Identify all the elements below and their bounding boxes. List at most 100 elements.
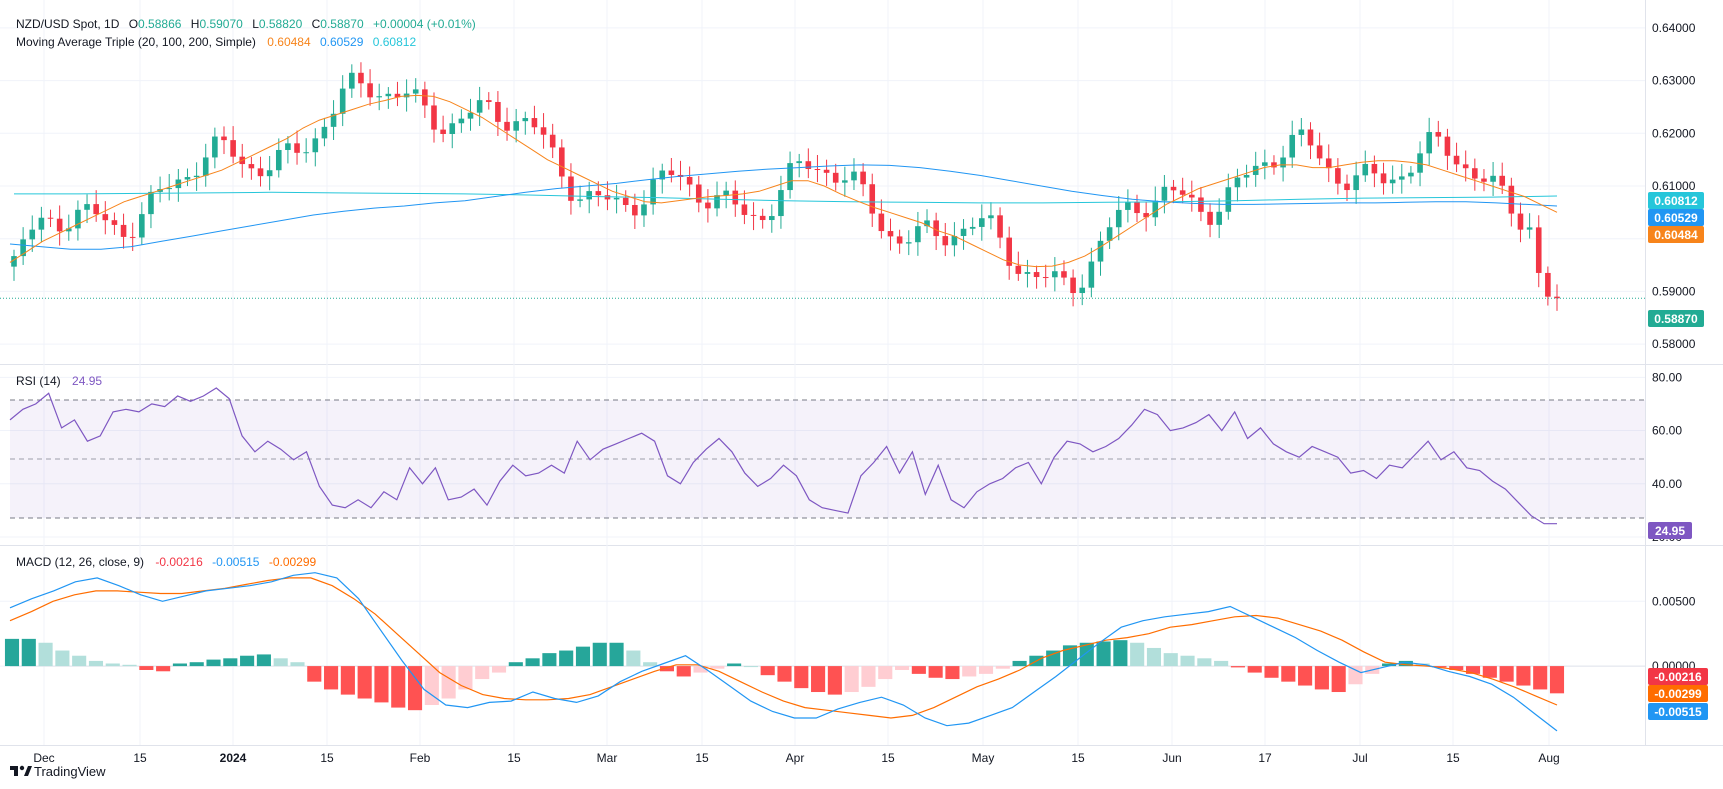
macd-histogram-bar (407, 666, 423, 711)
candle (1554, 284, 1560, 311)
candle (686, 166, 693, 197)
candle-body (1408, 172, 1414, 177)
candle-body (312, 138, 319, 153)
macd-badges: -0.00216 -0.00299 -0.00515 (1648, 668, 1708, 720)
macd-histogram-bar (1096, 641, 1111, 667)
candle (549, 123, 556, 159)
candle-body (1526, 227, 1533, 230)
candle-body (1481, 178, 1487, 182)
macd-histogram-bar (962, 666, 977, 677)
change-value: +0.00004 (+0.01%) (373, 17, 476, 31)
candle-body (723, 190, 729, 196)
price-pane[interactable] (0, 62, 1645, 311)
candle (75, 200, 81, 241)
macd-histogram-bar (1113, 640, 1128, 667)
candle (641, 190, 647, 227)
pane-separators (0, 0, 1723, 746)
candle (1490, 161, 1496, 196)
candle-body (732, 190, 739, 205)
macd-histogram-bar (626, 650, 641, 667)
candle-body (942, 236, 949, 246)
candle (38, 206, 45, 243)
x-tick-label: 15 (1446, 751, 1460, 765)
candle (1170, 179, 1177, 204)
candle (394, 81, 401, 107)
macd-badge-text: -0.00515 (1654, 705, 1702, 719)
candle-body (202, 157, 209, 176)
macd-histogram-bar (139, 666, 154, 670)
macd-histogram-bar (1046, 650, 1061, 667)
candle (458, 109, 465, 133)
candle (1444, 128, 1451, 170)
tradingview-logo[interactable]: TradingView (10, 764, 106, 779)
candle-body (1371, 163, 1378, 174)
candle (1435, 120, 1442, 147)
ma20-value: 0.60484 (267, 35, 311, 49)
macd-histogram-bar (811, 666, 826, 693)
macd-histogram-bar (928, 666, 943, 678)
macd-line (9, 572, 1558, 732)
candle-body (1161, 186, 1168, 201)
candle-body (641, 204, 647, 216)
macd-histogram-bar (1516, 666, 1531, 686)
candle (193, 162, 200, 191)
candle (695, 175, 702, 213)
rsi-line (9, 387, 1557, 525)
macd-histogram-bar (1130, 642, 1145, 667)
x-tick-label: Apr (786, 751, 805, 765)
candle (513, 108, 519, 143)
price-badges: 0.60812 0.60529 0.60484 0.58870 (1648, 192, 1704, 327)
macd-histogram-bar (1230, 666, 1245, 668)
macd-histogram-bar (172, 663, 187, 667)
macd-histogram-bar (844, 666, 859, 693)
x-tick-label: 15 (695, 751, 709, 765)
candle-body (1225, 187, 1232, 212)
candle-body (1325, 158, 1332, 169)
candle (860, 163, 866, 197)
candle-body (321, 126, 328, 139)
macd-histogram-bar (895, 666, 910, 670)
candle-body (1006, 237, 1012, 266)
macd-histogram-bar (693, 666, 708, 673)
rsi-pane[interactable] (9, 387, 1557, 525)
candle (1389, 165, 1396, 194)
candle-body (896, 236, 903, 244)
candle (1024, 259, 1031, 288)
candle-body (120, 224, 127, 237)
candle-body (75, 209, 81, 229)
macd-histogram-bar (1499, 666, 1514, 682)
x-tick-label: 15 (320, 751, 334, 765)
x-tick-label: Jul (1352, 751, 1367, 765)
x-tick-label: 15 (133, 751, 147, 765)
candle (951, 222, 958, 257)
candle (148, 185, 154, 229)
candle-body (1052, 271, 1058, 278)
macd-pane[interactable] (4, 572, 1645, 732)
price-tick-label: 0.61000 (1652, 179, 1696, 193)
candle-body (1170, 186, 1177, 191)
candle (1362, 150, 1369, 182)
macd-histogram-bar (1382, 663, 1397, 667)
candle (741, 190, 748, 225)
candle (56, 205, 63, 246)
close-label: C (312, 17, 321, 31)
tradingview-logo-icon (10, 765, 32, 776)
close-value: 0.58870 (320, 17, 364, 31)
ma100-badge (1648, 209, 1704, 226)
macd-histogram-bar (307, 666, 322, 682)
macd-histogram-bar (609, 642, 624, 667)
rsi-tick-label: 60.00 (1652, 424, 1682, 438)
price-tick-label: 0.58000 (1652, 337, 1696, 351)
macd-legend: MACD (12, 26, close, 9) -0.00216 -0.0051… (16, 555, 317, 569)
candle (431, 92, 437, 143)
candle-body (1307, 129, 1314, 146)
candle (732, 180, 739, 217)
hist-legend-value: -0.00216 (155, 555, 203, 569)
candle (1344, 174, 1350, 202)
ma100-line (9, 164, 1558, 250)
candle-body (905, 242, 912, 244)
candle (659, 163, 666, 194)
macd-histogram-bar (760, 666, 775, 676)
candle-body (741, 204, 748, 215)
